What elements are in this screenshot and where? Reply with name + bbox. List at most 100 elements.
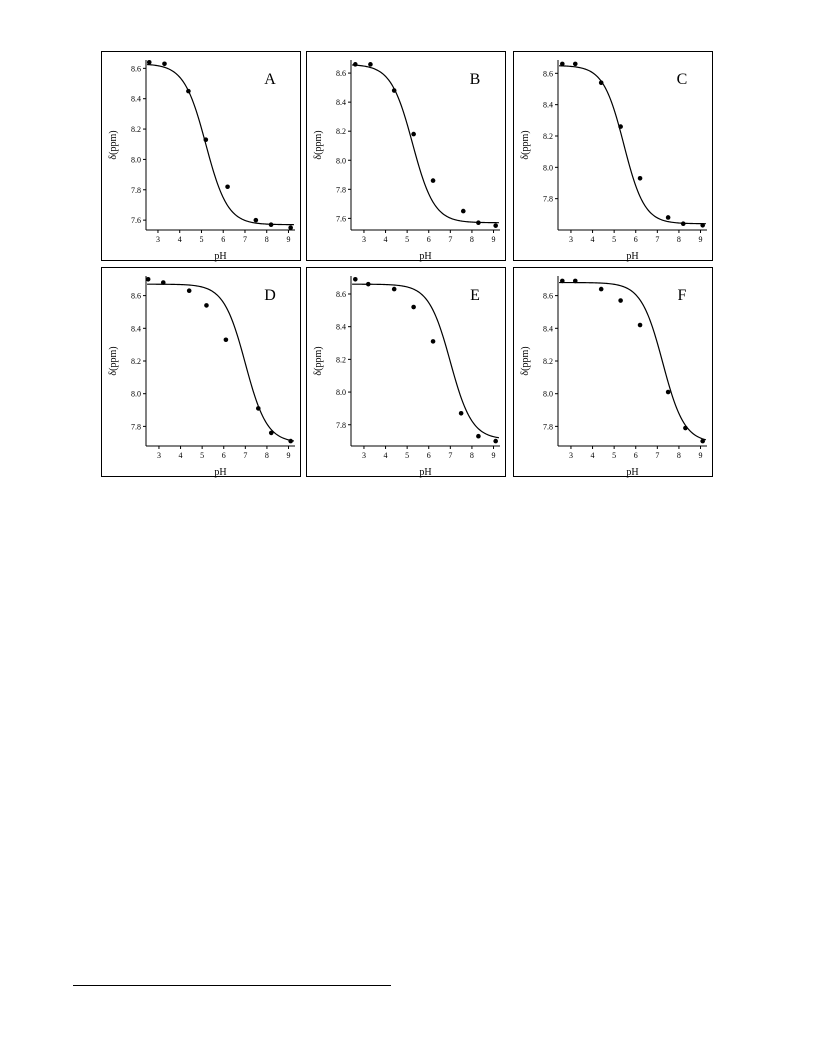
chart-svg-a: 3 4 5 6 7 8 9 7.6 7.8 8.0 8.2 8.4 8.6 pH δ(ppm) A — [108, 59, 295, 262]
y-tick-label: 8.6 — [543, 69, 553, 78]
x-tick-label: 3 — [362, 451, 366, 460]
y-tick-label: 8.4 — [336, 98, 346, 107]
x-tick-label: 7 — [655, 451, 659, 460]
x-tick-label: 5 — [405, 235, 409, 244]
x-tick-label: 4 — [591, 451, 595, 460]
x-tick-label: 9 — [699, 451, 703, 460]
x-tick-label: 3 — [157, 451, 161, 460]
x-tick-label: 5 — [612, 235, 616, 244]
data-point — [572, 278, 578, 284]
y-tick-label: 8.2 — [131, 357, 141, 366]
x-tick-label: 4 — [178, 235, 182, 244]
y-tick-label: 7.8 — [336, 185, 346, 194]
data-point — [288, 438, 293, 444]
panel-label: D — [264, 287, 276, 304]
x-tick-label: 8 — [677, 451, 681, 460]
y-axis-title: δ(ppm) — [313, 346, 324, 375]
x-tick-label: 8 — [265, 451, 269, 460]
x-tick-label: 7 — [448, 235, 452, 244]
x-tick-label: 7 — [448, 451, 452, 460]
y-tick-label: 7.6 — [131, 216, 141, 225]
x-tick-label: 3 — [569, 451, 573, 460]
fit-curve — [559, 65, 706, 225]
y-tick-label: 8.4 — [336, 323, 346, 332]
x-tick-label: 9 — [287, 451, 291, 460]
x-tick-label: 5 — [612, 451, 616, 460]
y-tick-label: 8.0 — [336, 388, 346, 397]
y-tick-label: 8.0 — [543, 390, 553, 399]
data-point — [430, 178, 436, 183]
data-point — [458, 411, 464, 416]
x-tick-label: 3 — [569, 235, 573, 244]
data-point — [268, 430, 274, 436]
data-point — [368, 62, 373, 67]
y-tick-label: 7.8 — [336, 421, 346, 430]
x-tick-label: 9 — [492, 235, 496, 244]
y-tick-label: 8.6 — [543, 292, 553, 301]
data-point — [186, 88, 191, 94]
y-tick-label: 8.6 — [131, 292, 141, 301]
fit-curve — [559, 281, 707, 441]
y-tick-label: 8.6 — [336, 290, 346, 299]
chart-svg-c: 3 4 5 6 7 8 9 7.8 8.0 8.2 8.4 8.6 pH δ(ppm) C — [520, 60, 707, 262]
data-point — [683, 425, 688, 431]
y-tick-label: 7.8 — [543, 422, 553, 431]
x-tick-label: 4 — [384, 451, 388, 460]
y-tick-label: 8.0 — [131, 155, 141, 164]
y-axis-title: δ(ppm) — [520, 346, 531, 375]
y-tick-label: 8.2 — [543, 357, 553, 366]
y-tick-label: 8.0 — [336, 156, 346, 165]
data-point — [637, 175, 643, 181]
x-tick-label: 5 — [199, 235, 203, 244]
x-tick-label: 6 — [222, 451, 226, 460]
x-tick-label: 9 — [492, 451, 496, 460]
data-point — [145, 276, 151, 282]
data-point — [665, 389, 671, 395]
data-point — [391, 88, 397, 93]
y-tick-label: 7.8 — [131, 422, 141, 431]
chart-svg-d: 3 4 5 6 7 8 9 7.8 8.0 8.2 8.4 8.6 pH δ(ppm) D — [108, 276, 295, 478]
fit-curve — [352, 64, 499, 224]
chart-panel-b: 3 4 5 6 7 8 9 7.6 7.8 8.0 8.2 8.4 8.6 pH δ(ppm) B — [306, 51, 506, 262]
data-point — [411, 304, 416, 310]
chart-svg-e: 3 4 5 6 7 8 9 7.8 8.0 8.2 8.4 8.6 pH δ(ppm) E — [313, 276, 500, 478]
panel-label: C — [677, 71, 688, 88]
x-tick-label: 7 — [243, 451, 247, 460]
y-tick-label: 7.8 — [131, 186, 141, 195]
data-point — [204, 303, 209, 308]
data-point — [700, 438, 705, 444]
data-point — [365, 281, 371, 287]
y-tick-label: 8.2 — [336, 355, 346, 364]
data-point — [598, 286, 604, 292]
data-point — [665, 215, 671, 220]
x-axis-title: pH — [626, 251, 638, 262]
x-axis-title: pH — [214, 251, 226, 262]
y-tick-label: 8.4 — [131, 95, 141, 104]
x-tick-label: 7 — [655, 235, 659, 244]
data-point — [572, 61, 578, 67]
chart-svg-b: 3 4 5 6 7 8 9 7.6 7.8 8.0 8.2 8.4 8.6 pH δ(ppm) B — [313, 60, 500, 262]
fit-curve — [147, 283, 295, 442]
y-axis-title: δ(ppm) — [313, 130, 324, 159]
data-point — [560, 61, 565, 67]
data-point — [160, 280, 166, 285]
data-point — [203, 137, 209, 142]
x-tick-label: 5 — [200, 451, 204, 460]
x-axis-title: pH — [214, 467, 226, 478]
data-point — [253, 217, 259, 223]
data-point — [186, 288, 192, 294]
data-point — [255, 406, 261, 411]
x-tick-label: 9 — [699, 235, 703, 244]
chart-panel-d: 3 4 5 6 7 8 9 7.8 8.0 8.2 8.4 8.6 pH δ(ppm) D — [101, 267, 301, 478]
x-axis-title: pH — [419, 467, 431, 478]
x-tick-label: 9 — [286, 235, 290, 244]
data-point — [288, 225, 293, 231]
chart-panel-f: 3 4 5 6 7 8 9 7.8 8.0 8.2 8.4 8.6 pH δ(ppm) F — [513, 267, 713, 478]
data-point — [225, 184, 230, 190]
x-tick-label: 8 — [470, 451, 474, 460]
y-axis-title: δ(ppm) — [520, 130, 531, 159]
x-tick-label: 6 — [221, 235, 225, 244]
y-tick-label: 8.2 — [543, 132, 553, 141]
footnote-rule — [73, 985, 391, 986]
y-axis-title: δ(ppm) — [108, 346, 119, 375]
